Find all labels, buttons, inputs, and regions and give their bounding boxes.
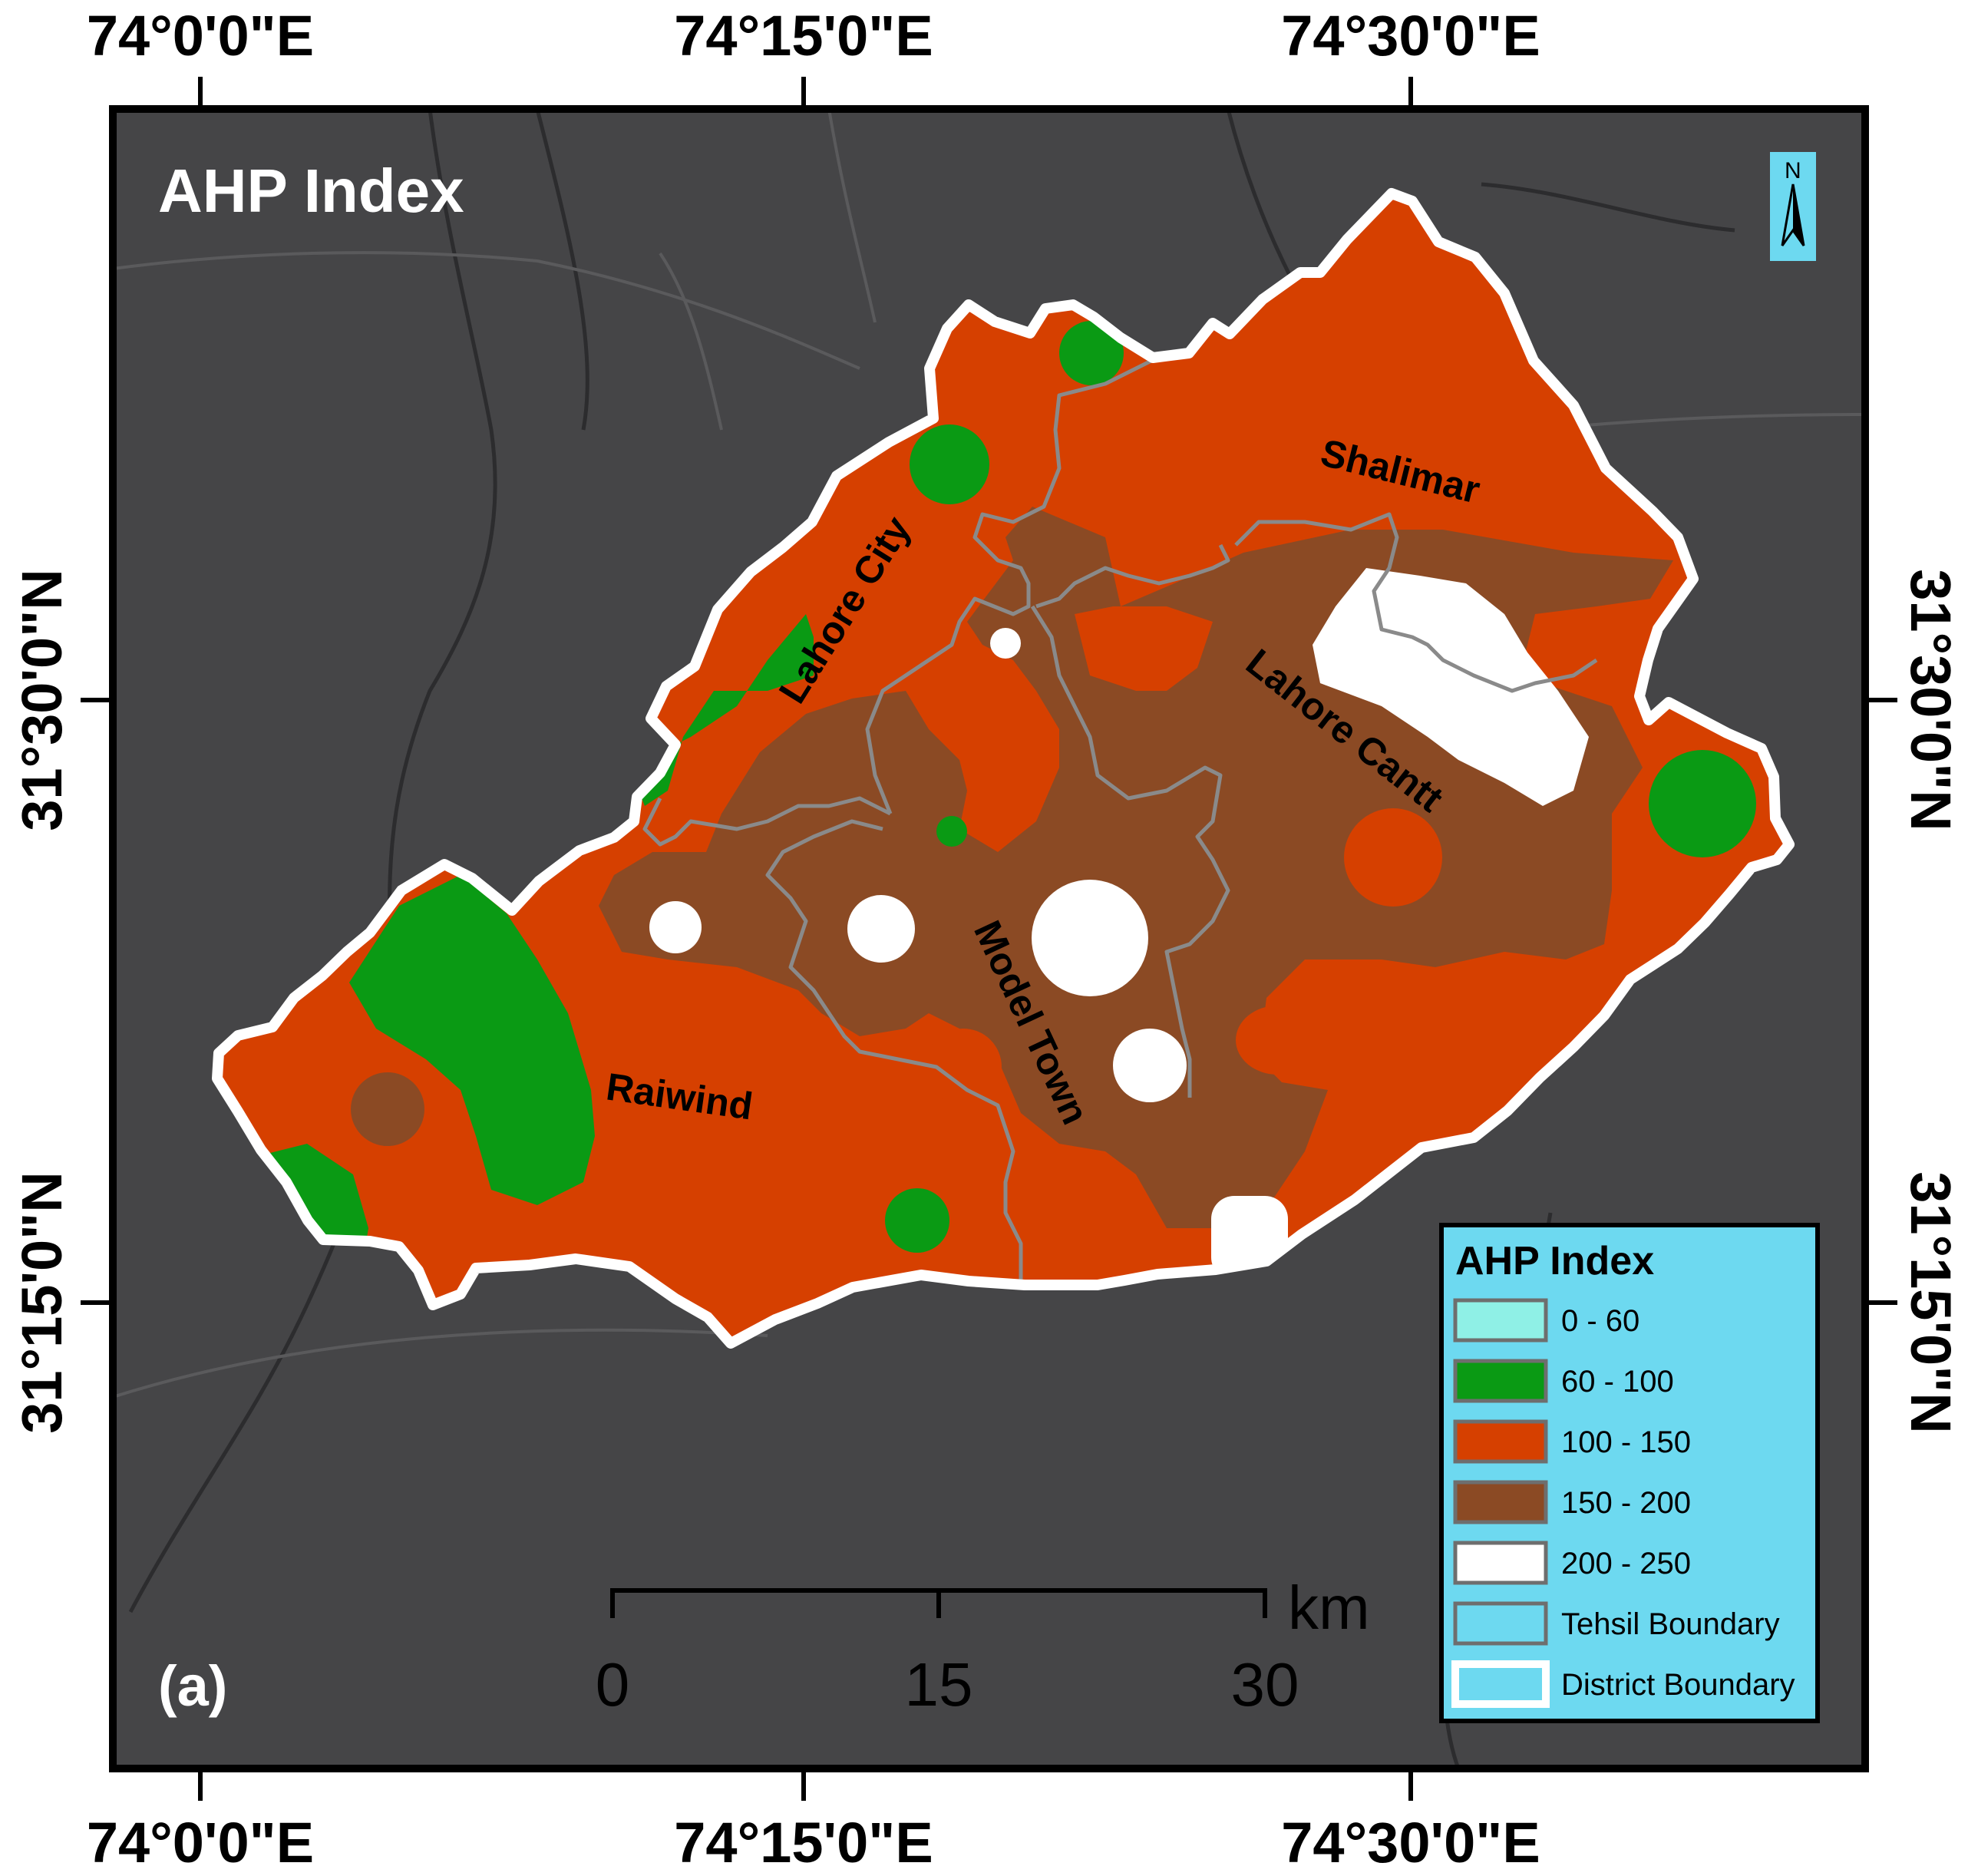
map-frame: Lahore City Shalimar Lahore Cantt Model …	[113, 109, 1865, 1769]
bottom-lon-label-74-0: 74°0'0"E	[87, 1811, 314, 1874]
district-boundary	[212, 188, 1795, 1349]
legend-item-200-250: 200 - 250	[1453, 1541, 1691, 1585]
legend: AHP Index 0 - 60 60 - 100 100 - 150 150 …	[1439, 1223, 1820, 1723]
svg-text:0 - 60: 0 - 60	[1561, 1304, 1639, 1338]
north-letter: N	[1785, 158, 1801, 183]
svg-text:Tehsil Boundary: Tehsil Boundary	[1561, 1607, 1780, 1641]
svg-text:60 - 100: 60 - 100	[1561, 1365, 1674, 1399]
right-lat-label-31-15: 31°15'0"N	[1899, 1171, 1963, 1434]
top-lon-label-74-15: 74°15'0"E	[674, 4, 933, 68]
scale-unit: km	[1288, 1574, 1370, 1642]
svg-text:150 - 200: 150 - 200	[1561, 1486, 1691, 1520]
legend-item-district-boundary: District Boundary	[1451, 1660, 1795, 1708]
left-lat-label-31-30: 31°30'0"N	[10, 569, 74, 831]
scale-bar: km 0 15 30	[596, 1574, 1370, 1719]
svg-text:200 - 250: 200 - 250	[1561, 1547, 1691, 1580]
right-lat-label-31-30: 31°30'0"N	[1899, 569, 1963, 831]
map-title: AHP Index	[158, 157, 464, 225]
legend-item-60-100: 60 - 100	[1453, 1359, 1674, 1403]
legend-item-150-200: 150 - 200	[1453, 1480, 1691, 1524]
basemap-roads-light	[113, 109, 1865, 1399]
scale-label-30: 30	[1231, 1650, 1299, 1719]
bottom-lon-label-74-15: 74°15'0"E	[674, 1811, 933, 1874]
panel-label: (a)	[158, 1654, 227, 1718]
svg-text:100 - 150: 100 - 150	[1561, 1425, 1691, 1459]
map-border	[109, 105, 1869, 1772]
top-lon-label-74-30: 74°30'0"E	[1281, 4, 1540, 68]
legend-item-0-60: 0 - 60	[1453, 1298, 1639, 1343]
svg-text:District Boundary: District Boundary	[1561, 1668, 1795, 1702]
class-100-150-islands	[925, 606, 1442, 1105]
legend-title: AHP Index	[1455, 1239, 1654, 1283]
north-arrow: N	[1770, 152, 1816, 261]
top-lon-label-74-0: 74°0'0"E	[87, 4, 314, 68]
left-lat-label-31-15: 31°15'0"N	[10, 1171, 74, 1434]
legend-item-tehsil-boundary: Tehsil Boundary	[1453, 1601, 1780, 1646]
bottom-lon-label-74-30: 74°30'0"E	[1281, 1811, 1540, 1874]
tehsil-boundaries	[642, 358, 1598, 1285]
graticule-labels: 74°0'0"E 74°15'0"E 74°30'0"E 74°0'0"E 74…	[10, 4, 1963, 1874]
legend-item-100-150: 100 - 150	[1453, 1419, 1691, 1464]
scale-label-15: 15	[905, 1650, 973, 1719]
graticule-ticks	[81, 77, 1897, 1801]
scale-label-0: 0	[596, 1650, 630, 1719]
